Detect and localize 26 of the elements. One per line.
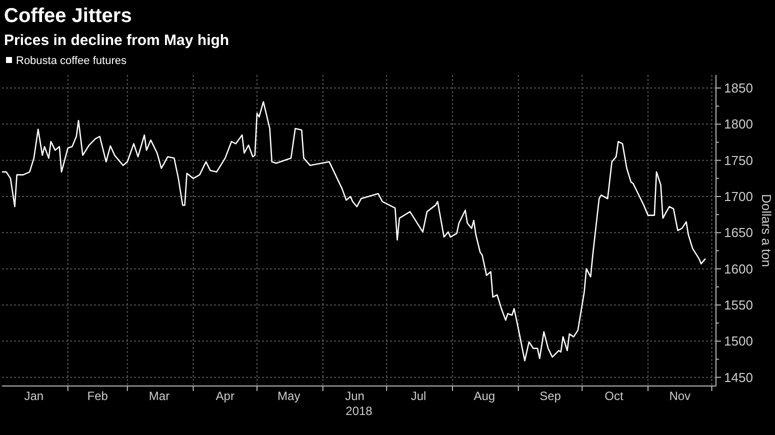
y-tick-label: 1600 bbox=[724, 261, 753, 276]
x-tick-label: Mar bbox=[148, 389, 170, 403]
y-tick-label: 1650 bbox=[724, 225, 753, 240]
x-tick-label: Apr bbox=[216, 389, 234, 403]
chart-subtitle: Prices in decline from May high bbox=[4, 32, 230, 49]
y-tick-label: 1750 bbox=[724, 152, 753, 168]
x-tick-label: Jul bbox=[410, 389, 426, 403]
x-tick-label: Jun bbox=[345, 389, 364, 403]
y-tick-label: 1450 bbox=[724, 370, 753, 385]
x-axis-title: 2018 bbox=[346, 404, 373, 418]
legend-label: Robusta coffee futures bbox=[16, 55, 127, 67]
y-tick-label: 1700 bbox=[724, 189, 753, 204]
y-tick-label: 1550 bbox=[724, 297, 753, 312]
x-tick-label: Sep bbox=[540, 389, 562, 403]
x-tick-label: May bbox=[278, 389, 300, 403]
x-tick-label: Nov bbox=[669, 389, 691, 403]
chart-title: Coffee Jitters bbox=[4, 5, 132, 27]
y-axis-title: Dollars a ton bbox=[759, 194, 774, 267]
x-tick-label: Jan bbox=[24, 389, 44, 403]
x-tick-label: Oct bbox=[604, 389, 624, 403]
y-tick-label: 1800 bbox=[724, 116, 753, 132]
y-tick-label: 1850 bbox=[724, 80, 753, 96]
y-tick-label: 1500 bbox=[724, 334, 753, 349]
x-tick-label: Aug bbox=[474, 389, 496, 403]
line-series bbox=[1, 101, 706, 362]
x-tick-label: Feb bbox=[87, 389, 108, 403]
